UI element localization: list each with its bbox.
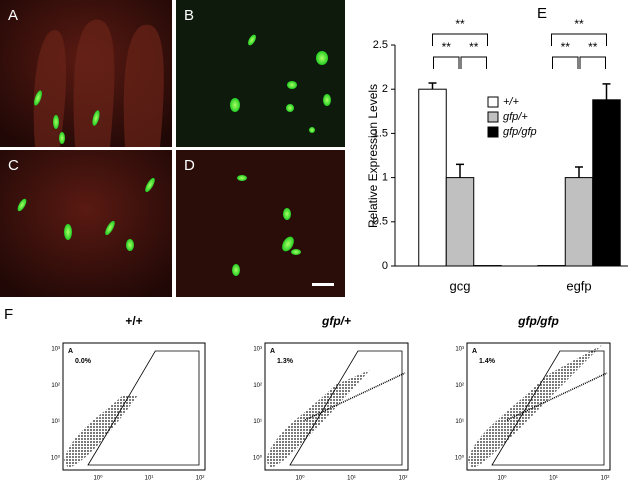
legend-swatch	[488, 97, 498, 107]
y-tick-label: 10²	[455, 383, 464, 389]
y-tick-label: 10³	[51, 347, 60, 353]
error-bar	[429, 83, 437, 89]
legend-label: gfp/+	[503, 111, 528, 123]
y-tick-label: 1	[382, 172, 388, 184]
gate-percent: 1.3%	[277, 358, 294, 365]
x-tick-label: 10¹	[145, 476, 154, 482]
panel-label: D	[184, 157, 195, 174]
micrographs: A B C D	[0, 0, 345, 297]
y-axis-label: Relative Expression Levels	[366, 84, 380, 228]
y-tick-label: 10³	[253, 347, 262, 353]
legend-swatch	[488, 127, 498, 137]
bracket	[434, 57, 460, 69]
x-tick-label: 10¹	[347, 476, 356, 482]
y-tick-label: 0.5	[373, 216, 388, 228]
bar-chart: 00.511.522.5gcg******egfp******+/+gfp/+g…	[373, 17, 628, 293]
panel-label: E	[537, 5, 547, 22]
y-tick-label: 10⁰	[455, 455, 465, 462]
y-tick-label: 0	[382, 260, 388, 272]
panel-label: B	[184, 7, 194, 24]
bar	[419, 89, 447, 266]
y-tick-label: 10¹	[253, 419, 262, 425]
gate-label: A	[270, 348, 275, 355]
x-tick-label: 10⁰	[295, 475, 305, 482]
gate-percent: 1.4%	[479, 358, 496, 365]
bar	[565, 178, 593, 266]
bracket	[461, 57, 487, 69]
legend-swatch	[488, 112, 498, 122]
micrograph	[176, 0, 345, 147]
plot-title: +/+	[125, 314, 142, 328]
significance-label: **	[588, 40, 598, 54]
legend-label: +/+	[503, 96, 519, 108]
plot-title: gfp/+	[321, 314, 351, 328]
micrograph	[0, 150, 172, 297]
gate-label: A	[68, 348, 73, 355]
significance-label: **	[561, 40, 571, 54]
y-tick-label: 10¹	[51, 419, 60, 425]
panel-label: F	[4, 306, 13, 323]
x-tick-label: 10²	[196, 476, 205, 482]
error-bar	[456, 164, 464, 177]
x-tick-label: 10⁰	[497, 475, 507, 482]
bracket	[553, 57, 579, 69]
plot-title: gfp/gfp	[517, 314, 559, 328]
panel-label: A	[8, 7, 18, 24]
y-tick-label: 10²	[253, 383, 262, 389]
x-tick-label: gcg	[450, 278, 471, 293]
y-tick-label: 10³	[455, 347, 464, 353]
bar	[593, 100, 621, 266]
panel-label: C	[8, 157, 19, 174]
legend-label: gfp/gfp	[503, 126, 537, 138]
x-tick-label: 10²	[601, 476, 610, 482]
micrograph	[176, 150, 345, 297]
y-tick-label: 10¹	[455, 419, 464, 425]
x-tick-label: egfp	[566, 278, 591, 293]
y-tick-label: 2	[382, 83, 388, 95]
gate-percent: 0.0%	[75, 358, 92, 365]
y-tick-label: 2.5	[373, 39, 388, 51]
x-tick-label: 10⁰	[93, 475, 103, 482]
y-tick-label: 10⁰	[51, 455, 61, 462]
gate-label: A	[472, 348, 477, 355]
x-tick-label: 10¹	[549, 476, 558, 482]
y-tick-label: 10²	[51, 383, 60, 389]
bracket	[580, 57, 606, 69]
bar	[446, 178, 474, 266]
x-tick-label: 10²	[399, 476, 408, 482]
significance-label: **	[442, 40, 452, 54]
error-bar	[603, 84, 611, 100]
y-tick-label: 1.5	[373, 127, 388, 139]
significance-label: **	[574, 17, 584, 31]
significance-label: **	[469, 40, 479, 54]
error-bar	[575, 167, 583, 178]
y-tick-label: 10⁰	[253, 455, 263, 462]
significance-label: **	[455, 17, 465, 31]
